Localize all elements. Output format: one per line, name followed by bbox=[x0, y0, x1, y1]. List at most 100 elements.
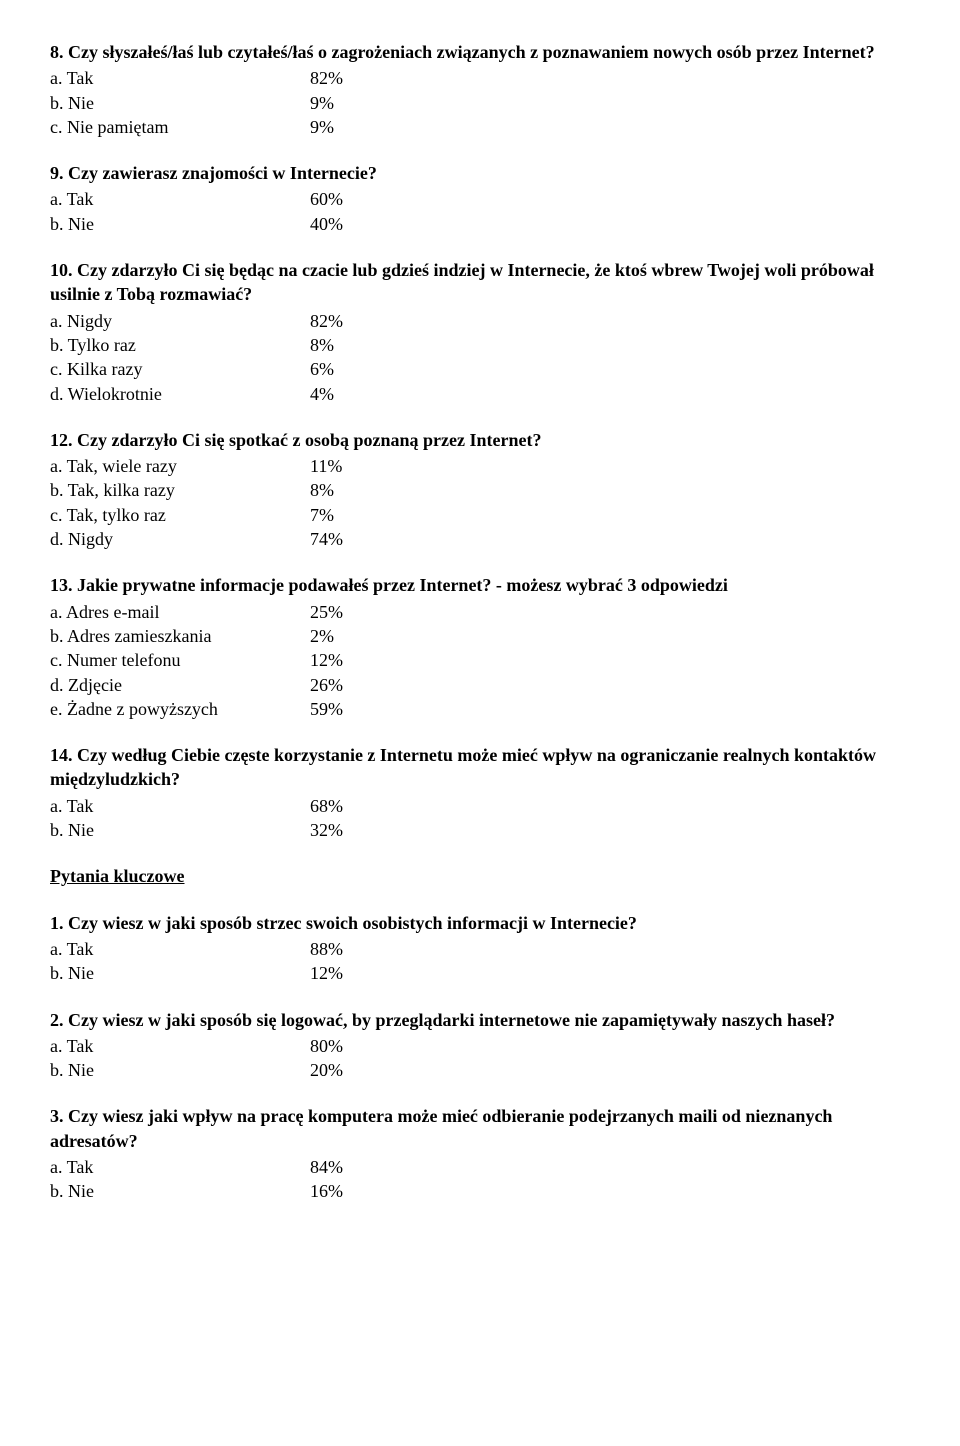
answer-label: a. Tak bbox=[50, 66, 310, 90]
answer-row: d. Zdjęcie26% bbox=[50, 673, 910, 697]
answer-label: b. Tylko raz bbox=[50, 333, 310, 357]
question-block: 2. Czy wiesz w jaki sposób się logować, … bbox=[50, 1008, 910, 1083]
question-block: 10. Czy zdarzyło Ci się będąc na czacie … bbox=[50, 258, 910, 406]
answer-row: b. Tak, kilka razy8% bbox=[50, 478, 910, 502]
answer-value: 7% bbox=[310, 503, 334, 527]
answer-value: 26% bbox=[310, 673, 343, 697]
answer-value: 4% bbox=[310, 382, 334, 406]
answer-value: 8% bbox=[310, 333, 334, 357]
answer-label: a. Nigdy bbox=[50, 309, 310, 333]
answer-row: b. Nie40% bbox=[50, 212, 910, 236]
answers-list: a. Tak68%b. Nie32% bbox=[50, 794, 910, 843]
main-questions-section: 8. Czy słyszałeś/łaś lub czytałeś/łaś o … bbox=[50, 40, 910, 842]
answer-row: e. Żadne z powyższych59% bbox=[50, 697, 910, 721]
answer-label: c. Tak, tylko raz bbox=[50, 503, 310, 527]
answer-label: c. Numer telefonu bbox=[50, 648, 310, 672]
answer-row: b. Nie9% bbox=[50, 91, 910, 115]
question-title: 2. Czy wiesz w jaki sposób się logować, … bbox=[50, 1008, 910, 1032]
question-title: 9. Czy zawierasz znajomości w Internecie… bbox=[50, 161, 910, 185]
answer-label: a. Tak, wiele razy bbox=[50, 454, 310, 478]
answer-value: 60% bbox=[310, 187, 343, 211]
answer-value: 80% bbox=[310, 1034, 343, 1058]
answer-row: d. Wielokrotnie4% bbox=[50, 382, 910, 406]
answer-label: c. Kilka razy bbox=[50, 357, 310, 381]
answer-value: 12% bbox=[310, 648, 343, 672]
answer-value: 68% bbox=[310, 794, 343, 818]
answers-list: a. Tak82%b. Nie9%c. Nie pamiętam9% bbox=[50, 66, 910, 139]
answer-value: 82% bbox=[310, 309, 343, 333]
question-title: 10. Czy zdarzyło Ci się będąc na czacie … bbox=[50, 258, 910, 307]
answers-list: a. Tak84%b. Nie16% bbox=[50, 1155, 910, 1204]
question-block: 14. Czy według Ciebie częste korzystanie… bbox=[50, 743, 910, 842]
answer-label: b. Adres zamieszkania bbox=[50, 624, 310, 648]
answer-row: c. Tak, tylko raz7% bbox=[50, 503, 910, 527]
answer-label: b. Nie bbox=[50, 818, 310, 842]
answer-row: a. Tak80% bbox=[50, 1034, 910, 1058]
answer-value: 25% bbox=[310, 600, 343, 624]
answer-label: c. Nie pamiętam bbox=[50, 115, 310, 139]
answer-label: b. Nie bbox=[50, 91, 310, 115]
answer-label: b. Nie bbox=[50, 961, 310, 985]
question-title: 3. Czy wiesz jaki wpływ na pracę kompute… bbox=[50, 1104, 910, 1153]
answer-value: 9% bbox=[310, 91, 334, 115]
answer-value: 74% bbox=[310, 527, 343, 551]
answers-list: a. Tak, wiele razy11%b. Tak, kilka razy8… bbox=[50, 454, 910, 551]
answer-row: a. Nigdy82% bbox=[50, 309, 910, 333]
answer-row: d. Nigdy74% bbox=[50, 527, 910, 551]
question-block: 3. Czy wiesz jaki wpływ na pracę kompute… bbox=[50, 1104, 910, 1203]
answer-value: 12% bbox=[310, 961, 343, 985]
section-heading-key-questions: Pytania kluczowe bbox=[50, 864, 910, 888]
answer-label: a. Tak bbox=[50, 794, 310, 818]
answer-label: a. Tak bbox=[50, 1034, 310, 1058]
answer-row: b. Nie16% bbox=[50, 1179, 910, 1203]
answer-value: 8% bbox=[310, 478, 334, 502]
answer-row: b. Adres zamieszkania2% bbox=[50, 624, 910, 648]
answer-value: 2% bbox=[310, 624, 334, 648]
answer-value: 32% bbox=[310, 818, 343, 842]
answer-label: b. Tak, kilka razy bbox=[50, 478, 310, 502]
question-block: 8. Czy słyszałeś/łaś lub czytałeś/łaś o … bbox=[50, 40, 910, 139]
answer-row: a. Tak82% bbox=[50, 66, 910, 90]
answer-value: 11% bbox=[310, 454, 342, 478]
answer-label: b. Nie bbox=[50, 212, 310, 236]
answers-list: a. Adres e-mail25%b. Adres zamieszkania2… bbox=[50, 600, 910, 721]
answer-label: d. Zdjęcie bbox=[50, 673, 310, 697]
answer-value: 88% bbox=[310, 937, 343, 961]
answer-label: b. Nie bbox=[50, 1179, 310, 1203]
answer-label: a. Tak bbox=[50, 937, 310, 961]
answers-list: a. Nigdy82%b. Tylko raz8%c. Kilka razy6%… bbox=[50, 309, 910, 406]
question-title: 1. Czy wiesz w jaki sposób strzec swoich… bbox=[50, 911, 910, 935]
question-block: 12. Czy zdarzyło Ci się spotkać z osobą … bbox=[50, 428, 910, 551]
answer-value: 9% bbox=[310, 115, 334, 139]
answer-row: a. Tak84% bbox=[50, 1155, 910, 1179]
question-block: 9. Czy zawierasz znajomości w Internecie… bbox=[50, 161, 910, 236]
answer-row: a. Tak88% bbox=[50, 937, 910, 961]
key-questions-section: 1. Czy wiesz w jaki sposób strzec swoich… bbox=[50, 911, 910, 1204]
answer-value: 82% bbox=[310, 66, 343, 90]
answer-label: a. Tak bbox=[50, 1155, 310, 1179]
answer-row: a. Tak68% bbox=[50, 794, 910, 818]
answer-value: 84% bbox=[310, 1155, 343, 1179]
answer-label: a. Adres e-mail bbox=[50, 600, 310, 624]
answer-row: a. Tak60% bbox=[50, 187, 910, 211]
question-block: 13. Jakie prywatne informacje podawałeś … bbox=[50, 573, 910, 721]
answer-row: c. Kilka razy6% bbox=[50, 357, 910, 381]
answers-list: a. Tak88%b. Nie12% bbox=[50, 937, 910, 986]
answer-value: 59% bbox=[310, 697, 343, 721]
answer-value: 20% bbox=[310, 1058, 343, 1082]
answer-label: d. Nigdy bbox=[50, 527, 310, 551]
answer-value: 40% bbox=[310, 212, 343, 236]
answer-value: 16% bbox=[310, 1179, 343, 1203]
answer-row: c. Nie pamiętam9% bbox=[50, 115, 910, 139]
answer-label: e. Żadne z powyższych bbox=[50, 697, 310, 721]
answer-label: a. Tak bbox=[50, 187, 310, 211]
question-title: 14. Czy według Ciebie częste korzystanie… bbox=[50, 743, 910, 792]
question-title: 12. Czy zdarzyło Ci się spotkać z osobą … bbox=[50, 428, 910, 452]
answer-label: b. Nie bbox=[50, 1058, 310, 1082]
answer-label: d. Wielokrotnie bbox=[50, 382, 310, 406]
question-block: 1. Czy wiesz w jaki sposób strzec swoich… bbox=[50, 911, 910, 986]
answer-value: 6% bbox=[310, 357, 334, 381]
answer-row: b. Tylko raz8% bbox=[50, 333, 910, 357]
answer-row: b. Nie12% bbox=[50, 961, 910, 985]
answer-row: b. Nie20% bbox=[50, 1058, 910, 1082]
